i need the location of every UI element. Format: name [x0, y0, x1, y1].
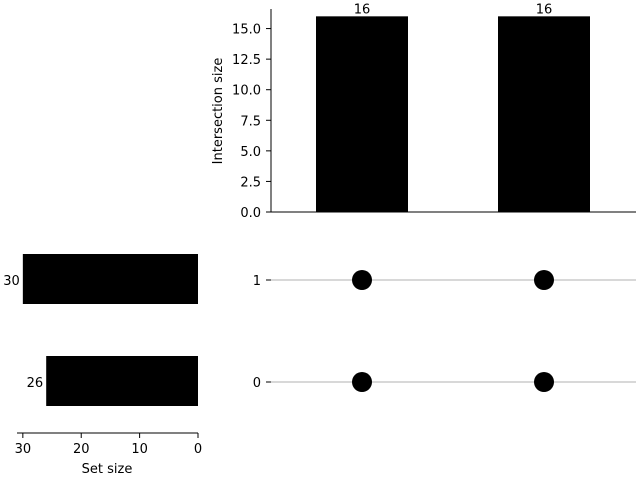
intersection-y-tick-label: 15.0 — [232, 23, 261, 38]
intersection-y-tick-label: 2.5 — [240, 175, 261, 190]
set-size-x-tick-label: 20 — [73, 442, 90, 457]
intersection-value-label: 16 — [536, 2, 553, 17]
set-size-x-ticks: 30 20 10 0 — [15, 433, 202, 457]
set-size-label: 26 — [27, 376, 44, 391]
set-size-chart: 30 26 30 20 10 0 Set size — [3, 254, 202, 477]
intersection-y-tick-label: 12.5 — [232, 53, 261, 68]
matrix-row-label: 0 — [253, 376, 261, 391]
matrix-dots — [352, 270, 554, 392]
matrix-dot — [352, 372, 372, 392]
intersection-matrix: 10 — [253, 270, 636, 392]
set-size-label: 30 — [3, 274, 20, 289]
intersection-value-labels: 16 16 — [354, 2, 553, 17]
matrix-rows: 10 — [253, 274, 636, 391]
set-size-x-tick-label: 0 — [194, 442, 202, 457]
matrix-dot — [352, 270, 372, 290]
intersection-y-tick-label: 10.0 — [232, 84, 261, 99]
intersection-bar — [498, 16, 590, 213]
set-size-x-tick-label: 30 — [15, 442, 32, 457]
intersection-y-axis-label: Intersection size — [211, 58, 226, 165]
intersection-value-label: 16 — [354, 2, 371, 17]
intersection-y-tick-label: 7.5 — [240, 114, 261, 129]
set-size-bars — [22, 254, 199, 406]
matrix-dot — [534, 270, 554, 290]
intersection-bar — [316, 16, 408, 213]
intersection-y-tick-label: 0.0 — [240, 206, 261, 221]
intersection-y-ticks: 0.0 2.5 5.0 7.5 10.0 12.5 15.0 — [232, 23, 271, 221]
matrix-dot — [534, 372, 554, 392]
intersection-bar-chart: 16 16 0.02.55.07.510.012.515.0 Intersecti… — [211, 2, 636, 221]
set-size-x-axis-label: Set size — [82, 462, 133, 477]
set-size-x-tick-label: 10 — [131, 442, 148, 457]
set-size-labels: 30 26 — [3, 274, 43, 391]
intersection-y-tick-label: 5.0 — [240, 145, 261, 160]
matrix-row-label: 1 — [253, 274, 261, 289]
set-size-bar — [22, 254, 198, 304]
set-size-bar — [46, 356, 199, 406]
intersection-bars — [316, 16, 590, 213]
